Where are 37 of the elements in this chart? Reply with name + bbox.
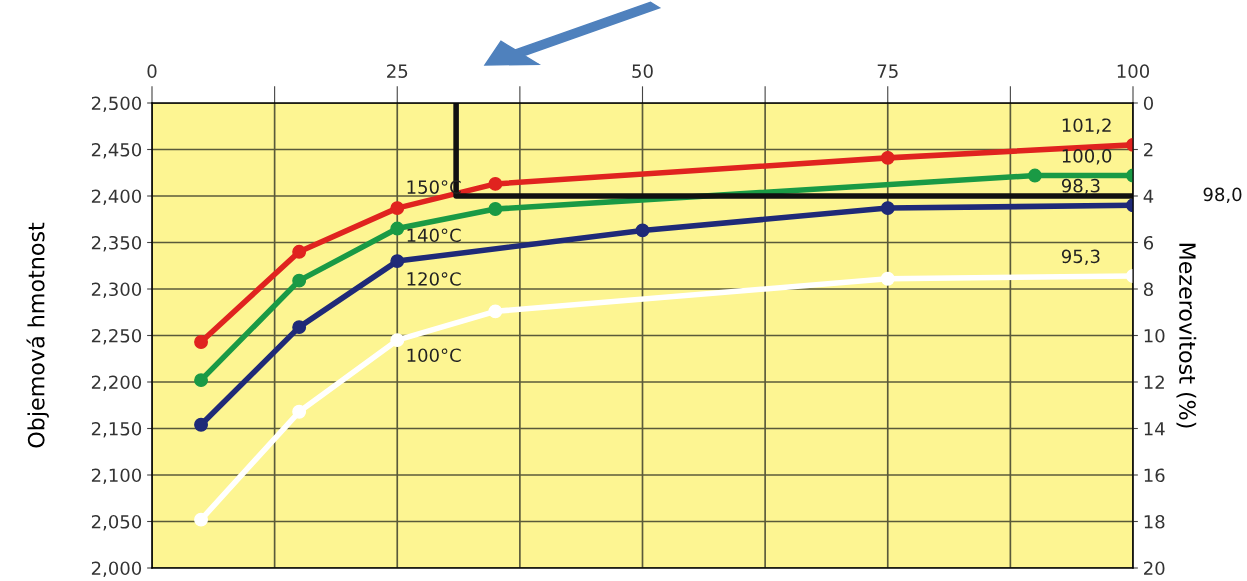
annotation: 98,3: [1061, 178, 1100, 195]
x-tick-label: 50: [632, 64, 653, 78]
x-tick-label: 75: [877, 64, 898, 78]
y2-tick-label: 8: [1143, 282, 1153, 297]
y2-tick-label: 4: [1143, 189, 1154, 203]
y-tick-label: 2,150: [91, 421, 142, 438]
y-tick-label: 2,200: [91, 375, 142, 391]
annotation: 101,2: [1062, 118, 1111, 134]
x-tick-label: 0: [147, 64, 157, 78]
series-label: 140°C: [407, 228, 461, 243]
y2-tick-label: 18: [1144, 514, 1165, 529]
y-tick-label: 2,100: [91, 468, 142, 484]
y2-tick-label: 20: [1144, 561, 1165, 576]
y-tick-label: 2,050: [91, 514, 142, 531]
y-tick-label: 2,000: [91, 561, 142, 577]
y2-axis-title: Mezerovitost (%): [1176, 243, 1197, 428]
y2-tick-label: 14: [1144, 422, 1165, 436]
x-tick-label: 25: [387, 64, 408, 78]
y2-tick-label: 10: [1144, 328, 1165, 343]
annotation: 100,0: [1062, 149, 1112, 165]
x-tick-label: 100: [1117, 64, 1150, 78]
annotation: 95,3: [1061, 249, 1100, 266]
y-tick-label: 2,450: [91, 142, 142, 159]
y-tick-label: 2,300: [91, 282, 142, 298]
y-tick-label: 2,250: [91, 328, 142, 345]
series-label: 100°C: [407, 348, 461, 363]
y2-tick-label: 6: [1143, 235, 1154, 250]
y-tick-label: 2,500: [91, 96, 142, 112]
y-tick-label: 2,350: [91, 235, 142, 252]
y-tick-label: 2,400: [91, 189, 142, 205]
text: 98,0: [1203, 187, 1242, 204]
y2-tick-label: 2: [1144, 142, 1153, 157]
y-axis-title: Objemová hmotnost: [26, 222, 49, 448]
y2-tick-label: 12: [1144, 375, 1164, 389]
series-label: 120°C: [407, 272, 461, 286]
y2-tick-label: 0: [1143, 96, 1154, 111]
y2-tick-label: 16: [1144, 468, 1165, 483]
